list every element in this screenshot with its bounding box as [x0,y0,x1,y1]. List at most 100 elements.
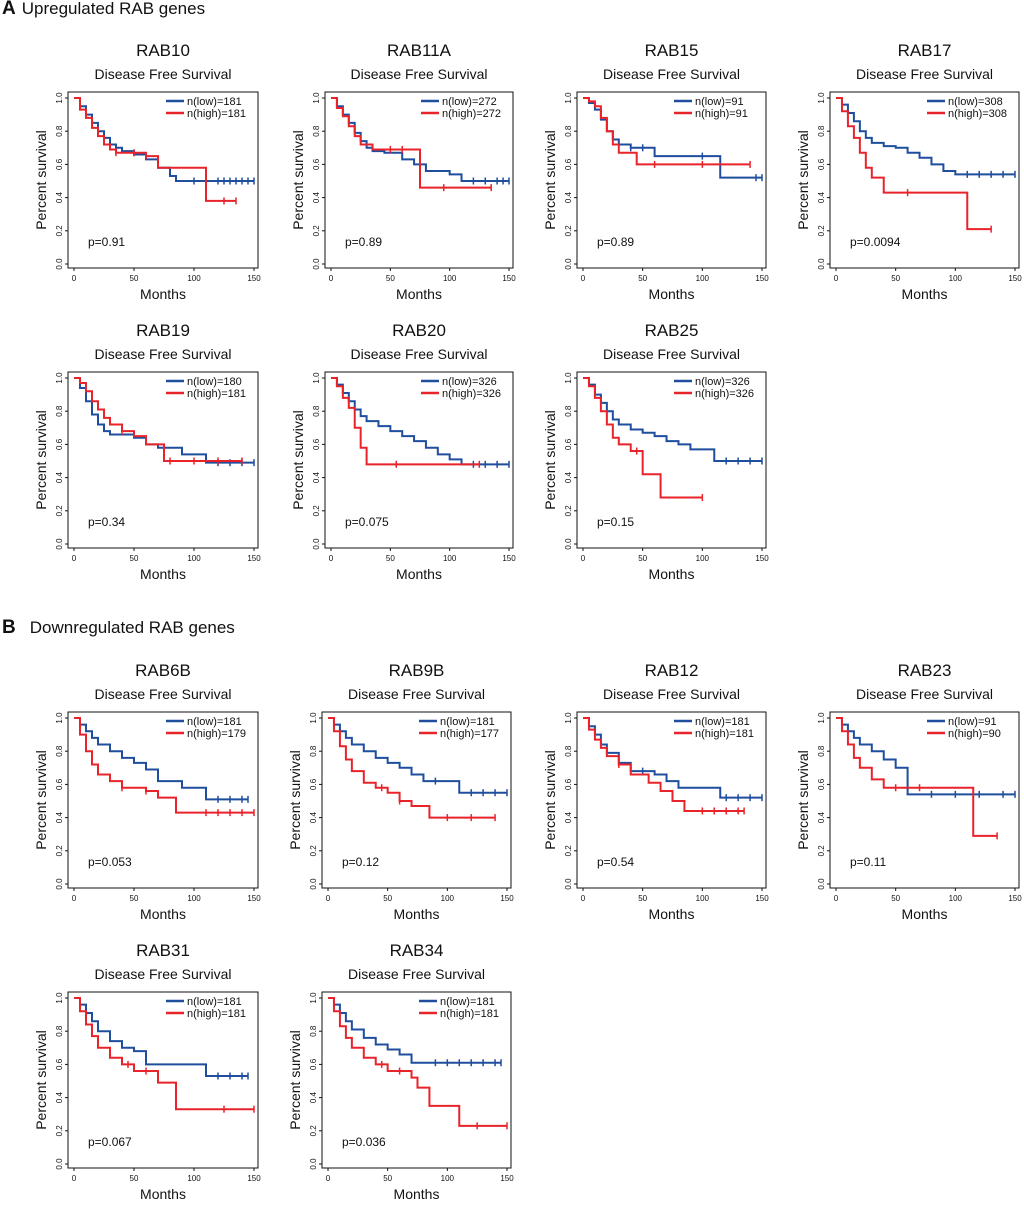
y-tick-label: 0.2 [817,225,826,237]
x-tick-label: 150 [755,274,769,283]
chart-title: Disease Free Survival [856,686,993,702]
y-tick-label: 0.6 [309,778,318,790]
p-value-label: p=0.15 [597,515,634,529]
p-value-label: p=0.075 [345,515,389,529]
x-axis-label: Months [140,286,186,302]
legend-label-low: n(low)=326 [695,376,750,388]
survival-curve-high [331,97,492,189]
survival-curve-high [74,97,236,202]
chart-gene-name: RAB34 [390,941,444,960]
y-tick-label: 0.2 [564,505,573,517]
chart-title: Disease Free Survival [348,966,485,982]
y-tick-label: 0.4 [564,471,573,483]
x-axis-label: Months [394,1186,440,1202]
y-tick-label: 0.8 [312,125,321,137]
x-tick-label: 0 [72,1174,77,1183]
section-b-letter: B [2,617,16,638]
y-tick-label: 0.4 [55,811,64,823]
y-tick-label: 0.0 [312,258,321,270]
y-tick-label: 0.0 [55,1158,64,1170]
chart-gene-name: RAB25 [645,321,699,340]
survival-curve-low [583,377,762,462]
y-axis-label: Percent survival [542,410,558,510]
plot-frame [576,91,767,269]
y-tick-label: 0.0 [564,878,573,890]
survival-curve-high [328,997,507,1127]
x-tick-label: 100 [949,894,963,903]
chart-title: Disease Free Survival [95,686,232,702]
x-tick-label: 150 [500,894,514,903]
y-tick-label: 1.0 [55,92,64,104]
x-tick-label: 100 [441,1174,455,1183]
x-axis-label: Months [140,566,186,582]
y-tick-label: 0.4 [55,191,64,203]
chart-title: Disease Free Survival [603,346,740,362]
survival-curve-low [836,97,1015,176]
chart-title: Disease Free Survival [351,346,488,362]
plot-frame [67,991,259,1169]
plot-frame [67,91,259,269]
x-tick-label: 0 [834,894,839,903]
x-axis-label: Months [394,906,440,922]
y-tick-label: 0.6 [55,1058,64,1070]
x-tick-label: 50 [383,894,392,903]
legend-label-low: n(low)=326 [442,376,497,388]
p-value-label: p=0.89 [345,235,382,249]
x-tick-label: 100 [187,274,201,283]
x-tick-label: 100 [949,274,963,283]
y-tick-label: 1.0 [312,372,321,384]
survival-curve-low [836,717,1015,796]
y-tick-label: 0.4 [55,471,64,483]
y-tick-label: 0.6 [817,158,826,170]
legend-label-low: n(low)=91 [948,716,997,728]
survival-curve-high [74,997,254,1111]
y-axis-label: Percent survival [33,410,49,510]
y-tick-label: 0.4 [817,811,826,823]
survival-curve-high [583,377,703,499]
x-tick-label: 0 [581,554,586,563]
y-tick-label: 0.2 [312,505,321,517]
y-axis-label: Percent survival [287,750,303,850]
y-tick-label: 0.8 [55,405,64,417]
y-tick-label: 0.4 [55,1091,64,1103]
survival-curve-high [331,377,480,466]
x-tick-label: 150 [755,554,769,563]
section-a-label: Upregulated RAB genes [21,0,206,18]
y-tick-label: 0.4 [309,1091,318,1103]
y-tick-label: 0.2 [55,505,64,517]
y-tick-label: 0.4 [564,811,573,823]
y-tick-label: 0.8 [817,745,826,757]
survival-curve-low [74,717,248,801]
chart-title: Disease Free Survival [603,686,740,702]
plot-frame [321,991,512,1169]
chart-gene-name: RAB19 [136,321,190,340]
y-tick-label: 0.8 [55,125,64,137]
plot-frame [829,91,1020,269]
survival-curve-high [836,717,998,837]
survival-curve-high [74,717,254,814]
legend-label-low: n(low)=181 [695,716,750,728]
x-tick-label: 150 [1008,274,1022,283]
x-tick-label: 50 [891,894,900,903]
survival-curve-high [583,717,745,812]
legend-label-high: n(high)=90 [948,728,1001,740]
legend-label-high: n(high)=181 [187,108,246,120]
x-tick-label: 50 [386,554,395,563]
y-tick-label: 0.0 [564,258,573,270]
survival-curve-low [74,997,248,1078]
km-chart-rab34: RAB34 Disease Free Survival 0.0 0.2 0.4 0.6 0.… [287,941,514,1202]
chart-gene-name: RAB12 [645,661,699,680]
survival-curve-high [583,97,751,166]
km-chart-rab12: RAB12 Disease Free Survival 0.0 0.2 0.4 0.6 0.… [542,661,769,922]
y-tick-label: 0.6 [564,438,573,450]
legend-label-low: n(low)=308 [948,96,1003,108]
chart-gene-name: RAB6B [135,661,191,680]
x-tick-label: 50 [130,1174,139,1183]
x-axis-label: Months [649,906,695,922]
km-chart-rab9b: RAB9B Disease Free Survival 0.0 0.2 0.4 0.6 0.… [287,661,514,922]
y-tick-label: 0.6 [55,778,64,790]
x-tick-label: 100 [696,274,710,283]
x-tick-label: 100 [187,554,201,563]
chart-title: Disease Free Survival [856,66,993,82]
